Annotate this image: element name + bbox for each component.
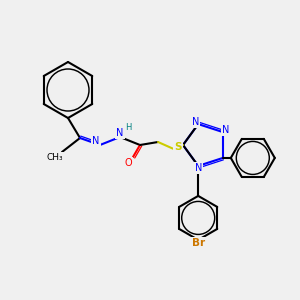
- Text: H: H: [125, 122, 131, 131]
- Text: N: N: [194, 163, 202, 173]
- Text: Br: Br: [192, 238, 205, 248]
- Text: CH₃: CH₃: [47, 152, 63, 161]
- Text: N: N: [116, 128, 124, 138]
- Text: N: N: [92, 136, 100, 146]
- Text: N: N: [191, 117, 199, 127]
- Text: S: S: [174, 142, 182, 152]
- Text: N: N: [222, 125, 230, 135]
- Text: O: O: [124, 158, 132, 168]
